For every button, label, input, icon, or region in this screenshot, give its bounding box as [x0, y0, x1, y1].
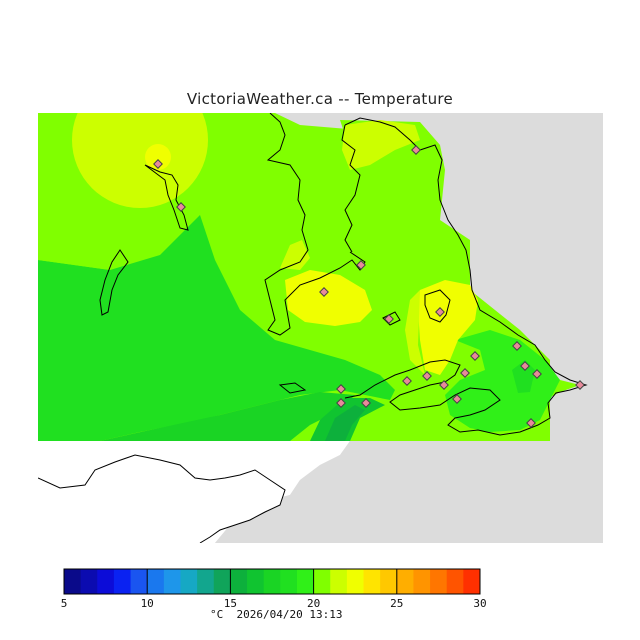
temperature-field	[38, 113, 603, 441]
station-marker	[153, 159, 163, 169]
coastlines	[99, 113, 588, 436]
station-markers	[153, 145, 585, 428]
scale-swatch	[346, 569, 365, 594]
scale-tick-label: 15	[224, 597, 237, 610]
station-marker	[520, 361, 530, 371]
scale-swatch	[130, 569, 148, 594]
station-marker	[532, 369, 542, 379]
scale-swatch	[380, 569, 398, 594]
station-marker	[422, 371, 432, 381]
scale-tick-label: 25	[390, 597, 403, 610]
station-marker	[319, 287, 329, 297]
scale-swatch	[147, 569, 165, 594]
scale-swatch	[363, 569, 381, 594]
timestamp: 2026/04/20 13:13	[236, 608, 343, 621]
scale-swatch	[430, 569, 448, 594]
station-marker	[402, 376, 412, 386]
station-marker	[512, 341, 522, 351]
scale-tick-label: 30	[473, 597, 486, 610]
scale-swatch	[446, 569, 464, 594]
station-marker	[470, 351, 480, 361]
station-marker	[435, 307, 445, 317]
station-marker	[336, 398, 346, 408]
scale-tick-label: 5	[61, 597, 68, 610]
scale-swatch	[330, 569, 348, 594]
scale-swatch	[247, 569, 265, 594]
station-marker	[411, 145, 421, 155]
chart-title: VictoriaWeather.ca -- Temperature	[186, 90, 454, 108]
scale-swatch	[113, 569, 132, 594]
scale-swatch	[413, 569, 431, 594]
scale-swatch	[197, 569, 215, 594]
scale-swatch	[80, 569, 98, 594]
station-marker	[439, 380, 449, 390]
footer-timestamp: °C 2026/04/20 13:13	[210, 608, 342, 621]
station-marker	[575, 380, 585, 390]
scale-swatch	[64, 569, 82, 594]
scale-swatch	[213, 569, 231, 594]
station-marker	[384, 314, 394, 324]
station-marker	[176, 202, 186, 212]
station-marker	[356, 260, 366, 270]
scale-swatch	[396, 569, 414, 594]
station-marker	[460, 368, 470, 378]
station-marker	[361, 398, 371, 408]
scale-swatch	[263, 569, 281, 594]
scale-swatch	[230, 569, 248, 594]
scale-swatch	[97, 569, 115, 594]
scale-swatch	[163, 569, 181, 594]
unit-label: °C	[210, 608, 224, 621]
scale-swatch	[180, 569, 198, 594]
scale-tick-label: 20	[307, 597, 320, 610]
station-marker	[336, 384, 346, 394]
scale-tick-label: 10	[141, 597, 154, 610]
scale-swatch	[463, 569, 481, 594]
station-marker	[452, 394, 462, 404]
station-marker	[526, 418, 536, 428]
scale-swatch	[313, 569, 331, 594]
scale-swatch	[280, 569, 298, 594]
scale-swatch	[296, 569, 315, 594]
